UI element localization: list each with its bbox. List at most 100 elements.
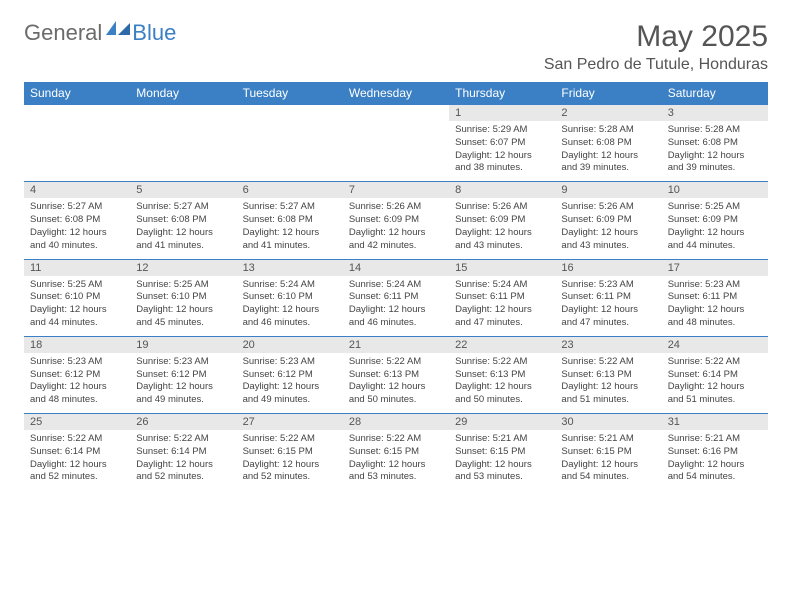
day-number: 25 [24, 414, 130, 430]
day-details: Sunrise: 5:22 AMSunset: 6:15 PMDaylight:… [343, 430, 449, 490]
day-details: Sunrise: 5:24 AMSunset: 6:11 PMDaylight:… [343, 276, 449, 336]
calendar-day-cell: 1Sunrise: 5:29 AMSunset: 6:07 PMDaylight… [449, 105, 555, 182]
calendar-week-row: 25Sunrise: 5:22 AMSunset: 6:14 PMDayligh… [24, 414, 768, 491]
page-header: General Blue May 2025 San Pedro de Tutul… [24, 20, 768, 74]
day-number: 18 [24, 337, 130, 353]
day-details: Sunrise: 5:23 AMSunset: 6:12 PMDaylight:… [237, 353, 343, 413]
weekday-header: Saturday [662, 82, 768, 105]
day-details: Sunrise: 5:23 AMSunset: 6:12 PMDaylight:… [24, 353, 130, 413]
calendar-day-cell: 30Sunrise: 5:21 AMSunset: 6:15 PMDayligh… [555, 414, 661, 491]
weekday-header: Thursday [449, 82, 555, 105]
day-details: Sunrise: 5:26 AMSunset: 6:09 PMDaylight:… [343, 198, 449, 258]
day-number: 3 [662, 105, 768, 121]
day-number: 24 [662, 337, 768, 353]
calendar-week-row: 4Sunrise: 5:27 AMSunset: 6:08 PMDaylight… [24, 182, 768, 259]
calendar-day-cell: 20Sunrise: 5:23 AMSunset: 6:12 PMDayligh… [237, 336, 343, 413]
day-number: 15 [449, 260, 555, 276]
day-number: 26 [130, 414, 236, 430]
day-details: Sunrise: 5:22 AMSunset: 6:13 PMDaylight:… [555, 353, 661, 413]
day-details: Sunrise: 5:25 AMSunset: 6:10 PMDaylight:… [130, 276, 236, 336]
calendar-day-cell: 26Sunrise: 5:22 AMSunset: 6:14 PMDayligh… [130, 414, 236, 491]
calendar-day-cell: 10Sunrise: 5:25 AMSunset: 6:09 PMDayligh… [662, 182, 768, 259]
calendar-day-cell: 24Sunrise: 5:22 AMSunset: 6:14 PMDayligh… [662, 336, 768, 413]
weekday-header: Monday [130, 82, 236, 105]
day-details: Sunrise: 5:24 AMSunset: 6:11 PMDaylight:… [449, 276, 555, 336]
day-details: Sunrise: 5:22 AMSunset: 6:13 PMDaylight:… [343, 353, 449, 413]
title-block: May 2025 San Pedro de Tutule, Honduras [544, 20, 768, 74]
day-number: 23 [555, 337, 661, 353]
day-details: Sunrise: 5:27 AMSunset: 6:08 PMDaylight:… [130, 198, 236, 258]
day-number: 31 [662, 414, 768, 430]
calendar-day-cell [343, 105, 449, 182]
day-number: 20 [237, 337, 343, 353]
calendar-day-cell: 29Sunrise: 5:21 AMSunset: 6:15 PMDayligh… [449, 414, 555, 491]
month-title: May 2025 [544, 20, 768, 54]
day-details: Sunrise: 5:28 AMSunset: 6:08 PMDaylight:… [555, 121, 661, 181]
calendar-day-cell: 31Sunrise: 5:21 AMSunset: 6:16 PMDayligh… [662, 414, 768, 491]
day-number: 17 [662, 260, 768, 276]
calendar-day-cell: 11Sunrise: 5:25 AMSunset: 6:10 PMDayligh… [24, 259, 130, 336]
calendar-day-cell: 15Sunrise: 5:24 AMSunset: 6:11 PMDayligh… [449, 259, 555, 336]
day-number: 2 [555, 105, 661, 121]
day-details: Sunrise: 5:24 AMSunset: 6:10 PMDaylight:… [237, 276, 343, 336]
calendar-week-row: 11Sunrise: 5:25 AMSunset: 6:10 PMDayligh… [24, 259, 768, 336]
day-number: 5 [130, 182, 236, 198]
calendar-day-cell: 7Sunrise: 5:26 AMSunset: 6:09 PMDaylight… [343, 182, 449, 259]
brand-logo: General Blue [24, 20, 176, 46]
day-number: 8 [449, 182, 555, 198]
day-number: 10 [662, 182, 768, 198]
calendar-day-cell: 25Sunrise: 5:22 AMSunset: 6:14 PMDayligh… [24, 414, 130, 491]
day-number: 21 [343, 337, 449, 353]
calendar-day-cell: 17Sunrise: 5:23 AMSunset: 6:11 PMDayligh… [662, 259, 768, 336]
day-number: 28 [343, 414, 449, 430]
calendar-day-cell: 13Sunrise: 5:24 AMSunset: 6:10 PMDayligh… [237, 259, 343, 336]
day-details: Sunrise: 5:21 AMSunset: 6:15 PMDaylight:… [555, 430, 661, 490]
day-details: Sunrise: 5:22 AMSunset: 6:13 PMDaylight:… [449, 353, 555, 413]
day-number: 30 [555, 414, 661, 430]
day-details: Sunrise: 5:25 AMSunset: 6:09 PMDaylight:… [662, 198, 768, 258]
calendar-week-row: 18Sunrise: 5:23 AMSunset: 6:12 PMDayligh… [24, 336, 768, 413]
calendar-table: Sunday Monday Tuesday Wednesday Thursday… [24, 82, 768, 490]
calendar-day-cell: 5Sunrise: 5:27 AMSunset: 6:08 PMDaylight… [130, 182, 236, 259]
calendar-day-cell: 19Sunrise: 5:23 AMSunset: 6:12 PMDayligh… [130, 336, 236, 413]
calendar-day-cell: 4Sunrise: 5:27 AMSunset: 6:08 PMDaylight… [24, 182, 130, 259]
calendar-day-cell [24, 105, 130, 182]
calendar-day-cell: 21Sunrise: 5:22 AMSunset: 6:13 PMDayligh… [343, 336, 449, 413]
day-number: 14 [343, 260, 449, 276]
calendar-day-cell: 14Sunrise: 5:24 AMSunset: 6:11 PMDayligh… [343, 259, 449, 336]
calendar-day-cell: 2Sunrise: 5:28 AMSunset: 6:08 PMDaylight… [555, 105, 661, 182]
day-number: 19 [130, 337, 236, 353]
day-details: Sunrise: 5:23 AMSunset: 6:11 PMDaylight:… [662, 276, 768, 336]
day-details: Sunrise: 5:21 AMSunset: 6:15 PMDaylight:… [449, 430, 555, 490]
calendar-day-cell: 27Sunrise: 5:22 AMSunset: 6:15 PMDayligh… [237, 414, 343, 491]
day-details: Sunrise: 5:26 AMSunset: 6:09 PMDaylight:… [555, 198, 661, 258]
day-number: 16 [555, 260, 661, 276]
calendar-day-cell: 22Sunrise: 5:22 AMSunset: 6:13 PMDayligh… [449, 336, 555, 413]
brand-part2: Blue [132, 20, 176, 46]
day-details: Sunrise: 5:27 AMSunset: 6:08 PMDaylight:… [24, 198, 130, 258]
weekday-header: Tuesday [237, 82, 343, 105]
day-details: Sunrise: 5:22 AMSunset: 6:14 PMDaylight:… [662, 353, 768, 413]
calendar-day-cell: 6Sunrise: 5:27 AMSunset: 6:08 PMDaylight… [237, 182, 343, 259]
day-details: Sunrise: 5:22 AMSunset: 6:14 PMDaylight:… [130, 430, 236, 490]
day-number: 7 [343, 182, 449, 198]
day-details: Sunrise: 5:29 AMSunset: 6:07 PMDaylight:… [449, 121, 555, 181]
calendar-day-cell: 16Sunrise: 5:23 AMSunset: 6:11 PMDayligh… [555, 259, 661, 336]
calendar-day-cell: 28Sunrise: 5:22 AMSunset: 6:15 PMDayligh… [343, 414, 449, 491]
day-number: 9 [555, 182, 661, 198]
day-details: Sunrise: 5:21 AMSunset: 6:16 PMDaylight:… [662, 430, 768, 490]
day-details: Sunrise: 5:26 AMSunset: 6:09 PMDaylight:… [449, 198, 555, 258]
calendar-day-cell: 9Sunrise: 5:26 AMSunset: 6:09 PMDaylight… [555, 182, 661, 259]
day-number: 12 [130, 260, 236, 276]
day-number: 1 [449, 105, 555, 121]
weekday-header: Friday [555, 82, 661, 105]
day-number: 22 [449, 337, 555, 353]
day-details: Sunrise: 5:22 AMSunset: 6:14 PMDaylight:… [24, 430, 130, 490]
day-number: 27 [237, 414, 343, 430]
weekday-header: Sunday [24, 82, 130, 105]
day-details: Sunrise: 5:23 AMSunset: 6:12 PMDaylight:… [130, 353, 236, 413]
day-number: 13 [237, 260, 343, 276]
calendar-day-cell: 23Sunrise: 5:22 AMSunset: 6:13 PMDayligh… [555, 336, 661, 413]
calendar-week-row: 1Sunrise: 5:29 AMSunset: 6:07 PMDaylight… [24, 105, 768, 182]
day-details: Sunrise: 5:23 AMSunset: 6:11 PMDaylight:… [555, 276, 661, 336]
